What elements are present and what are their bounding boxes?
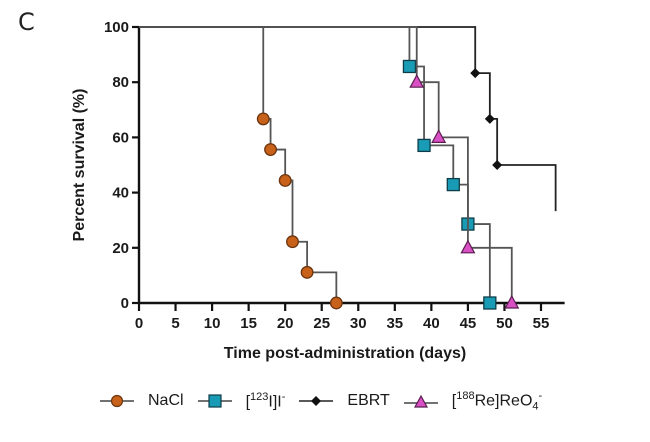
x-tick-label: 20 — [277, 315, 294, 332]
y-tick-label: 60 — [112, 129, 129, 146]
data-point-circle — [286, 235, 299, 249]
x-tick-label: 55 — [533, 315, 550, 332]
x-axis-title: Time post-administration (days) — [224, 345, 466, 362]
survival-step-line — [139, 26, 491, 303]
series-layer — [139, 26, 557, 310]
data-point-circle — [278, 174, 292, 187]
survival-chart: 0 20 40 60 80 100 0 5 10 15 20 25 30 35 40 45 50 55 Time … — [71, 19, 565, 362]
data-point-triangle — [504, 294, 520, 309]
legend-item-nacl: NaCl — [100, 392, 184, 410]
series-3 — [139, 26, 520, 309]
series-0 — [139, 26, 343, 310]
series-2 — [139, 26, 557, 212]
legend-label-nacl: NaCl — [148, 392, 184, 409]
data-point-square — [402, 59, 417, 74]
axes: 0 20 40 60 80 100 0 5 10 15 20 25 30 35 40 45 50 55 — [104, 19, 565, 332]
legend-diamond-marker-icon — [299, 396, 334, 406]
data-point-triangle — [431, 129, 447, 143]
x-tick-label: 45 — [460, 315, 477, 332]
x-tick-label: 15 — [240, 315, 257, 332]
legend-square-marker-icon — [197, 394, 232, 408]
y-axis-title: Percent survival (%) — [71, 89, 88, 242]
legend-triangle-marker-icon — [403, 394, 438, 408]
panel-label: C — [18, 8, 35, 36]
x-tick-label: 0 — [135, 315, 143, 332]
data-point-triangle — [460, 239, 476, 254]
legend-item-i123: [123I]I- — [197, 390, 286, 411]
data-point-circle — [300, 265, 314, 279]
y-tick-label: 100 — [104, 19, 129, 36]
data-point-triangle — [409, 73, 425, 88]
legend-label-ebrt: EBRT — [347, 392, 390, 409]
y-tick-label: 80 — [112, 74, 129, 91]
legend-label-i123: [123I]I- — [245, 390, 286, 411]
survival-step-line — [139, 26, 338, 303]
x-tick-label: 5 — [171, 315, 179, 332]
data-point-diamond — [492, 160, 503, 170]
legend-item-re188: [188Re]ReO4- — [403, 389, 543, 413]
data-point-square — [446, 177, 460, 192]
y-tick-label: 20 — [112, 240, 129, 257]
legend-circle-marker-icon — [100, 394, 134, 408]
y-tick-label: 0 — [121, 295, 129, 312]
data-point-circle — [264, 143, 278, 156]
data-point-square — [483, 296, 497, 310]
x-tick-label: 40 — [423, 315, 440, 332]
x-tick-label: 50 — [496, 315, 513, 332]
x-tick-label: 35 — [386, 315, 403, 332]
data-point-diamond — [484, 113, 495, 124]
data-point-circle — [329, 296, 343, 310]
data-point-square — [417, 138, 431, 153]
survival-step-line — [139, 26, 513, 303]
x-tick-label: 30 — [350, 315, 367, 332]
legend-item-ebrt: EBRT — [299, 392, 390, 410]
data-point-circle — [256, 112, 270, 126]
x-tick-label: 10 — [204, 315, 221, 332]
data-point-diamond — [470, 68, 481, 79]
x-tick-label: 25 — [313, 315, 330, 332]
series-1 — [139, 26, 497, 310]
y-tick-label: 40 — [112, 185, 129, 202]
legend: NaCl [123I]I- EBRT [188Re]ReO4- — [100, 386, 556, 416]
legend-label-re188: [188Re]ReO4- — [451, 389, 543, 413]
